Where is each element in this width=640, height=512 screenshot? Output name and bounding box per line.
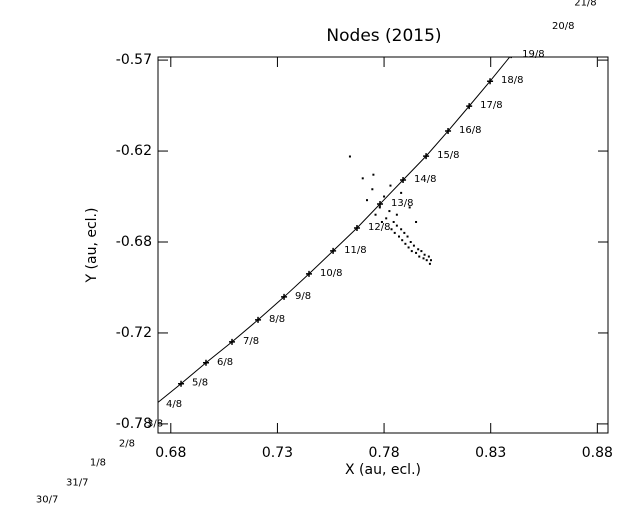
scatter-point [390, 228, 393, 231]
scatter-point [400, 191, 403, 194]
x-tick-label: 0.78 [368, 445, 399, 461]
scatter-point [401, 239, 404, 242]
plot-area [158, 57, 512, 406]
date-label: 12/8 [368, 222, 390, 233]
x-tick-label: 0.68 [155, 445, 186, 461]
scatter-point [395, 213, 398, 216]
node-marker [178, 380, 185, 387]
y-tick-label: -0.57 [116, 52, 152, 68]
node-marker [400, 176, 407, 183]
scatter-point [385, 217, 388, 220]
node-marker [445, 128, 452, 135]
scatter-point [366, 199, 369, 202]
scatter-point [389, 184, 392, 187]
scatter-point [397, 235, 400, 238]
y-tick-label: -0.62 [116, 143, 152, 159]
scatter-point [404, 242, 407, 245]
scatter-point [383, 195, 386, 198]
scatter-point [378, 206, 381, 209]
scatter-point [415, 220, 418, 223]
date-label: 30/7 [36, 495, 58, 506]
node-marker [353, 224, 360, 231]
x-tick-label: 0.73 [262, 445, 293, 461]
node-marker [202, 359, 209, 366]
scatter-point [372, 173, 375, 176]
x-axis-title: X (au, ecl.) [345, 462, 421, 478]
node-marker [423, 153, 430, 160]
scatter-point [392, 220, 395, 223]
scatter-point [412, 244, 415, 247]
x-tick-label: 0.88 [582, 445, 613, 461]
date-label: 18/8 [501, 75, 523, 86]
date-label: 4/8 [166, 399, 182, 410]
y-axis-title: Y (au, ecl.) [84, 208, 100, 284]
scatter-point [380, 220, 383, 223]
scatter-point [406, 235, 409, 238]
node-marker [466, 103, 473, 110]
date-label: 8/8 [269, 314, 285, 325]
y-tick-label: -0.68 [116, 234, 152, 250]
node-marker [229, 338, 236, 345]
scatter-point [417, 248, 420, 251]
x-tick-label: 0.83 [475, 445, 506, 461]
scatter-point [407, 246, 410, 249]
date-label: 2/8 [119, 439, 135, 450]
node-marker [487, 78, 494, 85]
scatter-point [395, 224, 398, 227]
scatter-point [374, 213, 377, 216]
date-label: 9/8 [295, 291, 311, 302]
date-label: 1/8 [90, 458, 106, 469]
date-label: 15/8 [437, 150, 459, 161]
y-tick-label: -0.72 [116, 325, 152, 341]
scatter-point [427, 255, 430, 258]
scatter-point [418, 255, 421, 258]
scatter-point [425, 259, 428, 262]
date-label: 10/8 [320, 268, 342, 279]
node-marker [330, 247, 337, 254]
scatter-point [423, 253, 426, 256]
date-label: 19/8 [522, 49, 544, 60]
scatter-point [371, 188, 374, 191]
chart-title: Nodes (2015) [326, 26, 441, 46]
node-marker [377, 200, 384, 207]
date-label: 16/8 [459, 125, 481, 136]
date-label: 6/8 [217, 357, 233, 368]
scatter-point [388, 210, 391, 213]
node-marker [305, 270, 312, 277]
scatter-point [429, 259, 432, 262]
y-tick-label: -0.78 [116, 416, 152, 432]
node-marker [510, 57, 512, 59]
scatter-point [393, 231, 396, 234]
date-label: 11/8 [344, 245, 366, 256]
date-label: 13/8 [391, 198, 413, 209]
scatter-point [422, 257, 425, 260]
scatter-point [400, 228, 403, 231]
scatter-point [361, 177, 364, 180]
scatter-point [403, 231, 406, 234]
date-label: 31/7 [66, 478, 88, 489]
node-marker [255, 316, 262, 323]
scatter-point [409, 240, 412, 243]
scatter-point [410, 250, 413, 253]
scatter-point [415, 251, 418, 254]
scatter-point [348, 155, 351, 158]
scatter-point [420, 250, 423, 253]
date-label: 17/8 [480, 100, 502, 111]
date-label: 21/8 [574, 0, 596, 8]
date-label: 7/8 [243, 336, 259, 347]
scatter-point [408, 206, 411, 209]
plot-frame [157, 56, 609, 434]
scatter-point [428, 262, 431, 265]
node-marker [281, 293, 288, 300]
date-label: 3/8 [147, 419, 163, 430]
date-label: 14/8 [414, 174, 436, 185]
date-label: 5/8 [192, 378, 208, 389]
date-label: 20/8 [552, 21, 574, 32]
